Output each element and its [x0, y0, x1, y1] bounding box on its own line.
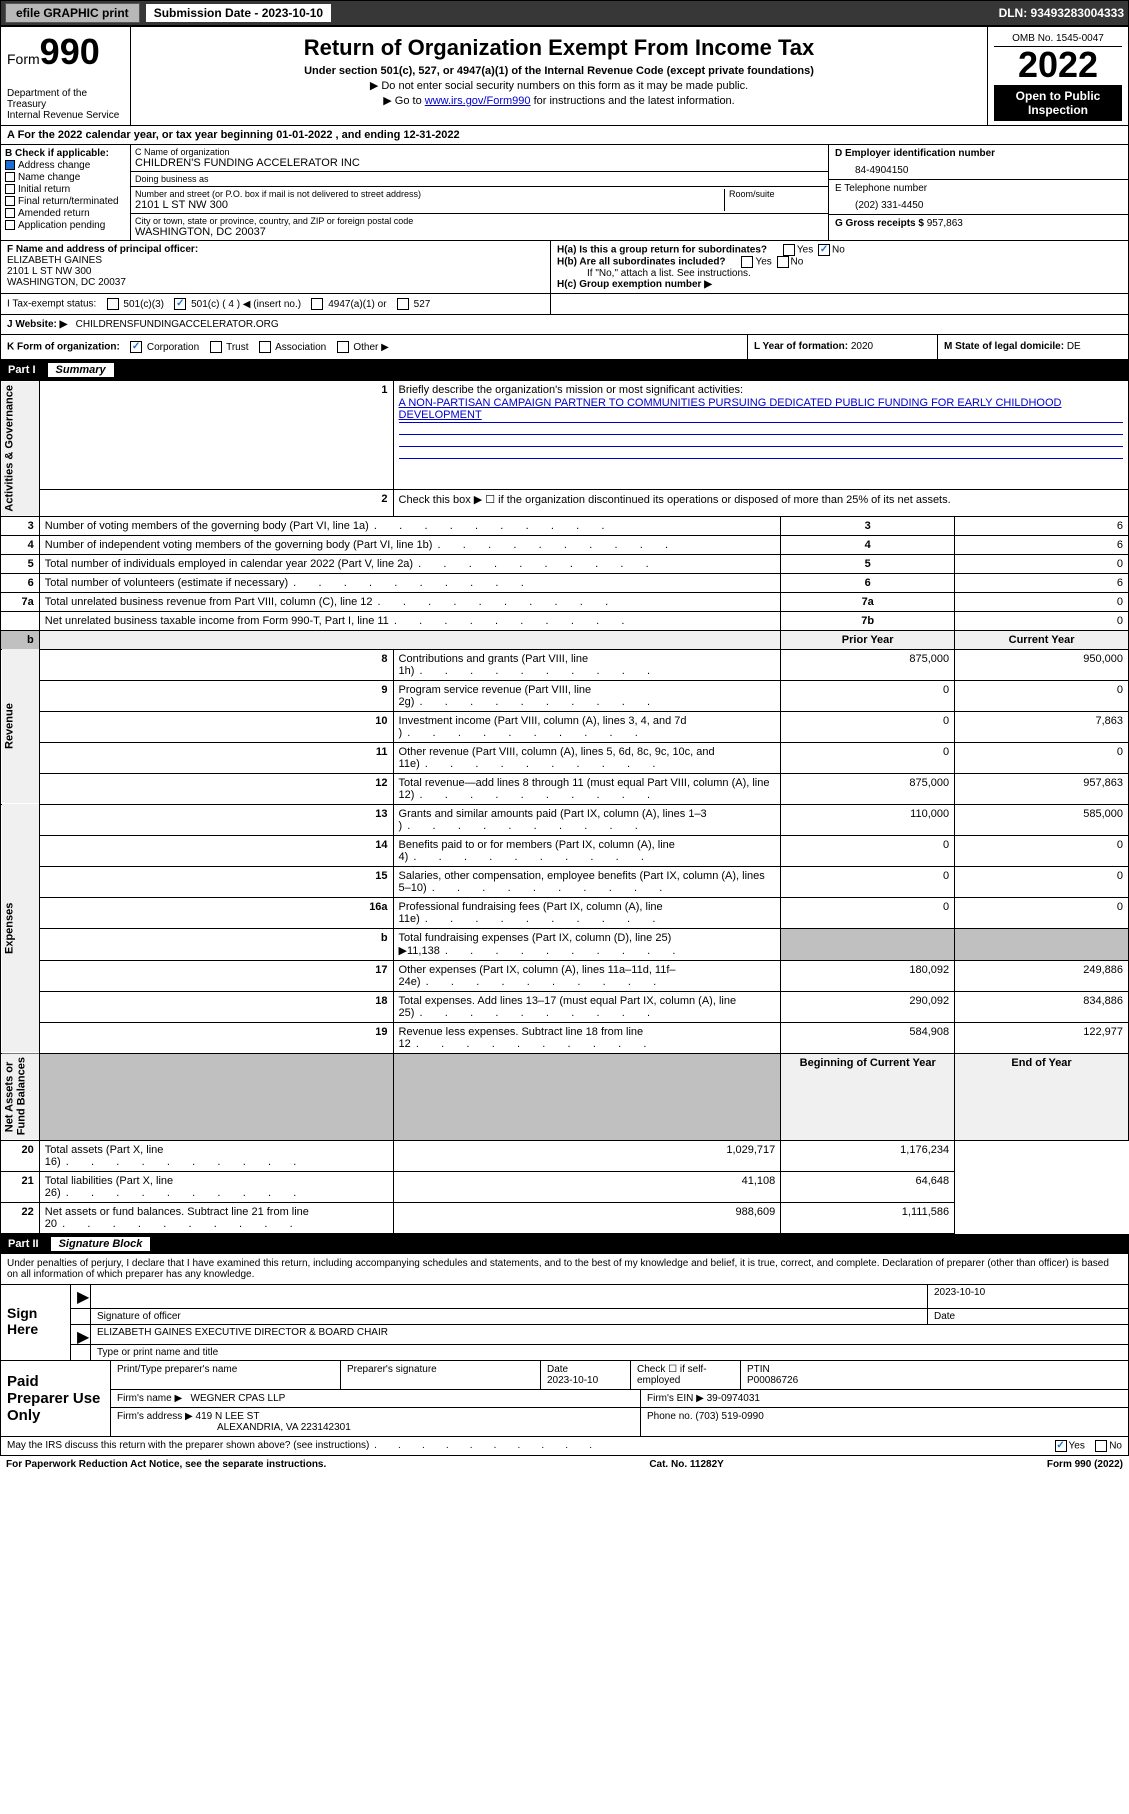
box-h: H(a) Is this a group return for subordin… — [551, 241, 1128, 293]
part-i-header: Part I Summary — [0, 360, 1129, 380]
box-b-option[interactable]: Application pending — [5, 220, 126, 231]
box-b-option[interactable]: Final return/terminated — [5, 196, 126, 207]
section-f-h: F Name and address of principal officer:… — [0, 241, 1129, 294]
paid-preparer-block: Paid Preparer Use Only Print/Type prepar… — [0, 1361, 1129, 1437]
vlabel: Revenue — [1, 649, 40, 804]
form-header: Form990 Department of the Treasury Inter… — [0, 26, 1129, 126]
declaration-text: Under penalties of perjury, I declare th… — [0, 1254, 1129, 1285]
name-arrow-icon: ▶ — [77, 1329, 89, 1346]
box-c-name: C Name of organization CHILDREN'S FUNDIN… — [131, 145, 828, 172]
box-i: I Tax-exempt status: 501(c)(3) 501(c) ( … — [1, 294, 551, 314]
section-b-through-g: B Check if applicable: Address changeNam… — [0, 145, 1129, 241]
box-c-city: City or town, state or province, country… — [131, 214, 828, 240]
ha-yes-checkbox[interactable] — [783, 244, 795, 256]
hb-yes-checkbox[interactable] — [741, 256, 753, 268]
vlabel-net: Net Assets or Fund Balances — [1, 1053, 40, 1140]
row-k-l-m: K Form of organization: Corporation Trus… — [0, 335, 1129, 360]
topbar: efile GRAPHIC print Submission Date - 20… — [0, 0, 1129, 26]
discuss-no-checkbox[interactable] — [1095, 1440, 1107, 1452]
efile-print-button[interactable]: efile GRAPHIC print — [5, 3, 140, 23]
submission-date: Submission Date - 2023-10-10 — [146, 4, 331, 22]
checkbox-icon[interactable] — [5, 160, 15, 170]
box-e: E Telephone number (202) 331-4450 — [829, 180, 1128, 215]
box-k: K Form of organization: Corporation Trus… — [1, 335, 748, 359]
box-c-dba: Doing business as — [131, 172, 828, 187]
org-form-checkbox[interactable] — [130, 341, 142, 353]
dln: DLN: 93493283004333 — [999, 6, 1124, 20]
box-d: D Employer identification number 84-4904… — [829, 145, 1128, 180]
box-m: M State of legal domicile: DE — [938, 335, 1128, 359]
sign-here-block: Sign Here ▶ 2023-10-10 Signature of offi… — [0, 1285, 1129, 1361]
form-number: Form990 — [7, 31, 124, 73]
part-ii-header: Part II Signature Block — [0, 1234, 1129, 1254]
return-title: Return of Organization Exempt From Incom… — [137, 31, 981, 65]
org-form-checkbox[interactable] — [337, 341, 349, 353]
checkbox-icon[interactable] — [5, 184, 15, 194]
subtitle-1: Under section 501(c), 527, or 4947(a)(1)… — [137, 65, 981, 77]
dept-treasury: Department of the Treasury Internal Reve… — [7, 88, 124, 121]
box-g: G Gross receipts $ 957,863 — [829, 215, 1128, 232]
open-inspection: Open to Public Inspection — [994, 85, 1122, 121]
box-b-option[interactable]: Name change — [5, 172, 126, 183]
ha-no-checkbox[interactable] — [818, 244, 830, 256]
mission-text: A NON-PARTISAN CAMPAIGN PARTNER TO COMMU… — [399, 396, 1123, 423]
box-f: F Name and address of principal officer:… — [1, 241, 551, 293]
checkbox-icon[interactable] — [5, 220, 15, 230]
org-form-checkbox[interactable] — [210, 341, 222, 353]
tax-year: 2022 — [994, 47, 1122, 83]
tax-status-checkbox[interactable] — [174, 298, 186, 310]
org-form-checkbox[interactable] — [259, 341, 271, 353]
signature-arrow-icon: ▶ — [77, 1289, 89, 1306]
box-c-address: Number and street (or P.O. box if mail i… — [131, 187, 828, 214]
summary-table: Activities & Governance 1 Briefly descri… — [0, 380, 1129, 1234]
row-j: J Website: ▶ CHILDRENSFUNDINGACCELERATOR… — [0, 315, 1129, 335]
checkbox-icon[interactable] — [5, 208, 15, 218]
line-a: A For the 2022 calendar year, or tax yea… — [0, 126, 1129, 145]
box-b: B Check if applicable: Address changeNam… — [1, 145, 131, 240]
checkbox-icon[interactable] — [5, 196, 15, 206]
checkbox-icon[interactable] — [5, 172, 15, 182]
box-j: J Website: ▶ CHILDRENSFUNDINGACCELERATOR… — [1, 315, 1128, 334]
vlabel: Expenses — [1, 804, 40, 1053]
subtitle-3: ▶ Go to www.irs.gov/Form990 for instruct… — [137, 92, 981, 107]
hb-no-checkbox[interactable] — [777, 256, 789, 268]
box-b-option[interactable]: Amended return — [5, 208, 126, 219]
tax-status-checkbox[interactable] — [311, 298, 323, 310]
box-b-option[interactable]: Initial return — [5, 184, 126, 195]
irs-link[interactable]: www.irs.gov/Form990 — [425, 95, 531, 107]
tax-status-checkbox[interactable] — [397, 298, 409, 310]
vlabel-governance: Activities & Governance — [1, 381, 40, 517]
page-footer: For Paperwork Reduction Act Notice, see … — [0, 1456, 1129, 1473]
box-l: L Year of formation: 2020 — [748, 335, 938, 359]
box-b-option[interactable]: Address change — [5, 160, 126, 171]
row-i-j: I Tax-exempt status: 501(c)(3) 501(c) ( … — [0, 294, 1129, 315]
subtitle-2: ▶ Do not enter social security numbers o… — [137, 77, 981, 92]
may-discuss-row: May the IRS discuss this return with the… — [0, 1437, 1129, 1456]
tax-status-checkbox[interactable] — [107, 298, 119, 310]
discuss-yes-checkbox[interactable] — [1055, 1440, 1067, 1452]
